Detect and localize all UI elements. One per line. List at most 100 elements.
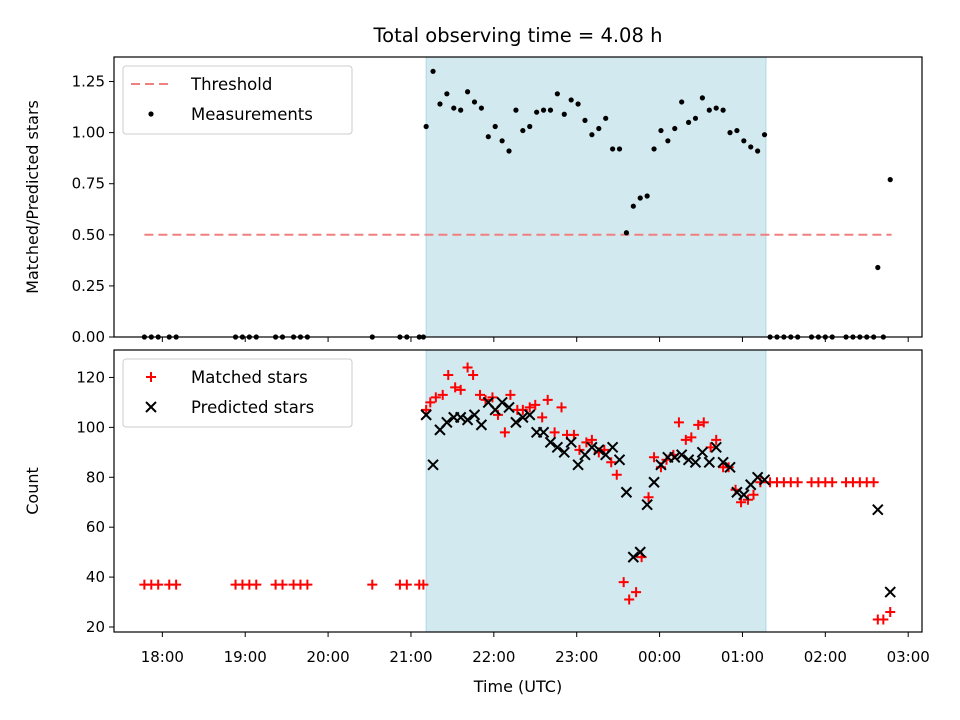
predicted-point xyxy=(717,456,729,469)
measurement-point xyxy=(748,144,754,150)
matched-point xyxy=(475,389,486,400)
y-tick-label: 0.25 xyxy=(72,277,105,295)
predicted-point xyxy=(689,456,702,469)
matched-point xyxy=(517,404,528,415)
matched-point xyxy=(171,579,182,590)
measurement-point xyxy=(685,119,692,126)
measurement-point xyxy=(513,107,519,113)
y-tick-label: 1.25 xyxy=(72,73,105,91)
x-tick-label: 18:00 xyxy=(141,648,184,666)
x-tick-label: 22:00 xyxy=(472,648,515,666)
matched-point xyxy=(698,417,709,428)
measurement-point xyxy=(706,107,712,113)
predicted-point xyxy=(731,486,743,498)
legend-swatch xyxy=(145,401,157,413)
measurement-point xyxy=(554,91,560,97)
predicted-point xyxy=(724,461,736,473)
y-axis-label: Count xyxy=(23,467,42,515)
predicted-point xyxy=(641,499,653,511)
predicted-point xyxy=(524,409,536,421)
y-axis-label: Matched/Predicted stars xyxy=(23,100,42,294)
measurement-point xyxy=(692,115,699,121)
measurement-point xyxy=(540,107,547,113)
measurement-point xyxy=(506,148,512,154)
measurement-point xyxy=(458,107,464,113)
x-tick-label: 23:00 xyxy=(555,648,598,666)
predicted-point xyxy=(572,459,584,471)
measurement-point xyxy=(464,89,471,95)
predicted-point xyxy=(620,486,633,498)
matched-point xyxy=(827,477,838,488)
measurement-point xyxy=(658,127,664,134)
x-axis-label: Time (UTC) xyxy=(473,677,562,696)
matched-point xyxy=(401,579,412,590)
predicted-point xyxy=(758,474,771,486)
measurement-point xyxy=(761,132,768,138)
y-tick-label: 20 xyxy=(86,618,105,636)
matched-point xyxy=(686,432,697,443)
matched-point xyxy=(556,402,567,413)
predicted-point xyxy=(441,416,453,429)
measurement-point xyxy=(665,138,671,144)
matched-point xyxy=(618,577,629,588)
matched-point xyxy=(505,389,516,400)
predicted-point xyxy=(751,471,764,483)
matched-point xyxy=(277,579,288,590)
x-tick-label: 21:00 xyxy=(389,648,432,666)
measurement-point xyxy=(534,109,540,115)
predicted-point xyxy=(696,446,709,459)
predicted-point xyxy=(593,444,605,456)
measurement-point xyxy=(596,125,602,132)
x-tick-label: 20:00 xyxy=(306,648,349,666)
matched-point xyxy=(631,587,642,598)
measurement-point xyxy=(520,127,526,134)
predicted-point xyxy=(537,426,550,439)
matched-point xyxy=(537,412,548,423)
matched-point xyxy=(524,402,535,413)
predicted-point xyxy=(682,454,695,466)
predicted-point xyxy=(427,459,439,471)
matched-point xyxy=(443,369,454,380)
measurement-point xyxy=(679,99,685,105)
matched-point xyxy=(430,392,441,403)
predicted-point xyxy=(703,456,716,469)
matched-point xyxy=(885,607,896,618)
predicted-point xyxy=(475,419,488,431)
predicted-point xyxy=(565,436,577,449)
measurement-point xyxy=(451,105,457,111)
x-tick-label: 00:00 xyxy=(638,648,681,666)
predicted-point xyxy=(872,504,884,516)
matched-point xyxy=(499,427,510,438)
legend-label: Predicted stars xyxy=(191,398,314,417)
predicted-point xyxy=(627,551,640,563)
measurement-point xyxy=(499,138,505,144)
y-tick-label: 1.00 xyxy=(72,124,105,142)
measurement-point xyxy=(610,146,616,152)
predicted-point xyxy=(884,586,896,598)
matched-point xyxy=(878,614,889,625)
legend-box xyxy=(122,65,353,135)
matched-point xyxy=(868,477,879,488)
measurement-point xyxy=(423,123,429,130)
y-tick-label: 60 xyxy=(86,518,105,536)
chart-title: Total observing time = 4.08 h xyxy=(373,24,663,47)
measurement-point xyxy=(875,264,881,271)
measurement-point xyxy=(575,101,581,107)
matched-point xyxy=(251,579,262,590)
predicted-point xyxy=(710,441,722,454)
predicted-point xyxy=(738,489,750,501)
measurement-point xyxy=(430,68,436,74)
legend-label: Threshold xyxy=(190,75,272,94)
y-tick-label: 0.50 xyxy=(72,226,105,244)
measurement-point xyxy=(755,148,761,154)
matched-point xyxy=(530,399,541,410)
predicted-point xyxy=(517,411,529,424)
x-tick-label: 02:00 xyxy=(804,648,847,666)
matched-point xyxy=(462,362,473,373)
measurement-point xyxy=(471,99,478,105)
measurement-point xyxy=(672,125,678,132)
matched-point xyxy=(748,489,759,500)
top-panel: 0.00 0.25 0.50 0.75 1.00 1.25 Matched/Predicte… xyxy=(23,56,923,346)
predicted-point xyxy=(675,449,688,461)
